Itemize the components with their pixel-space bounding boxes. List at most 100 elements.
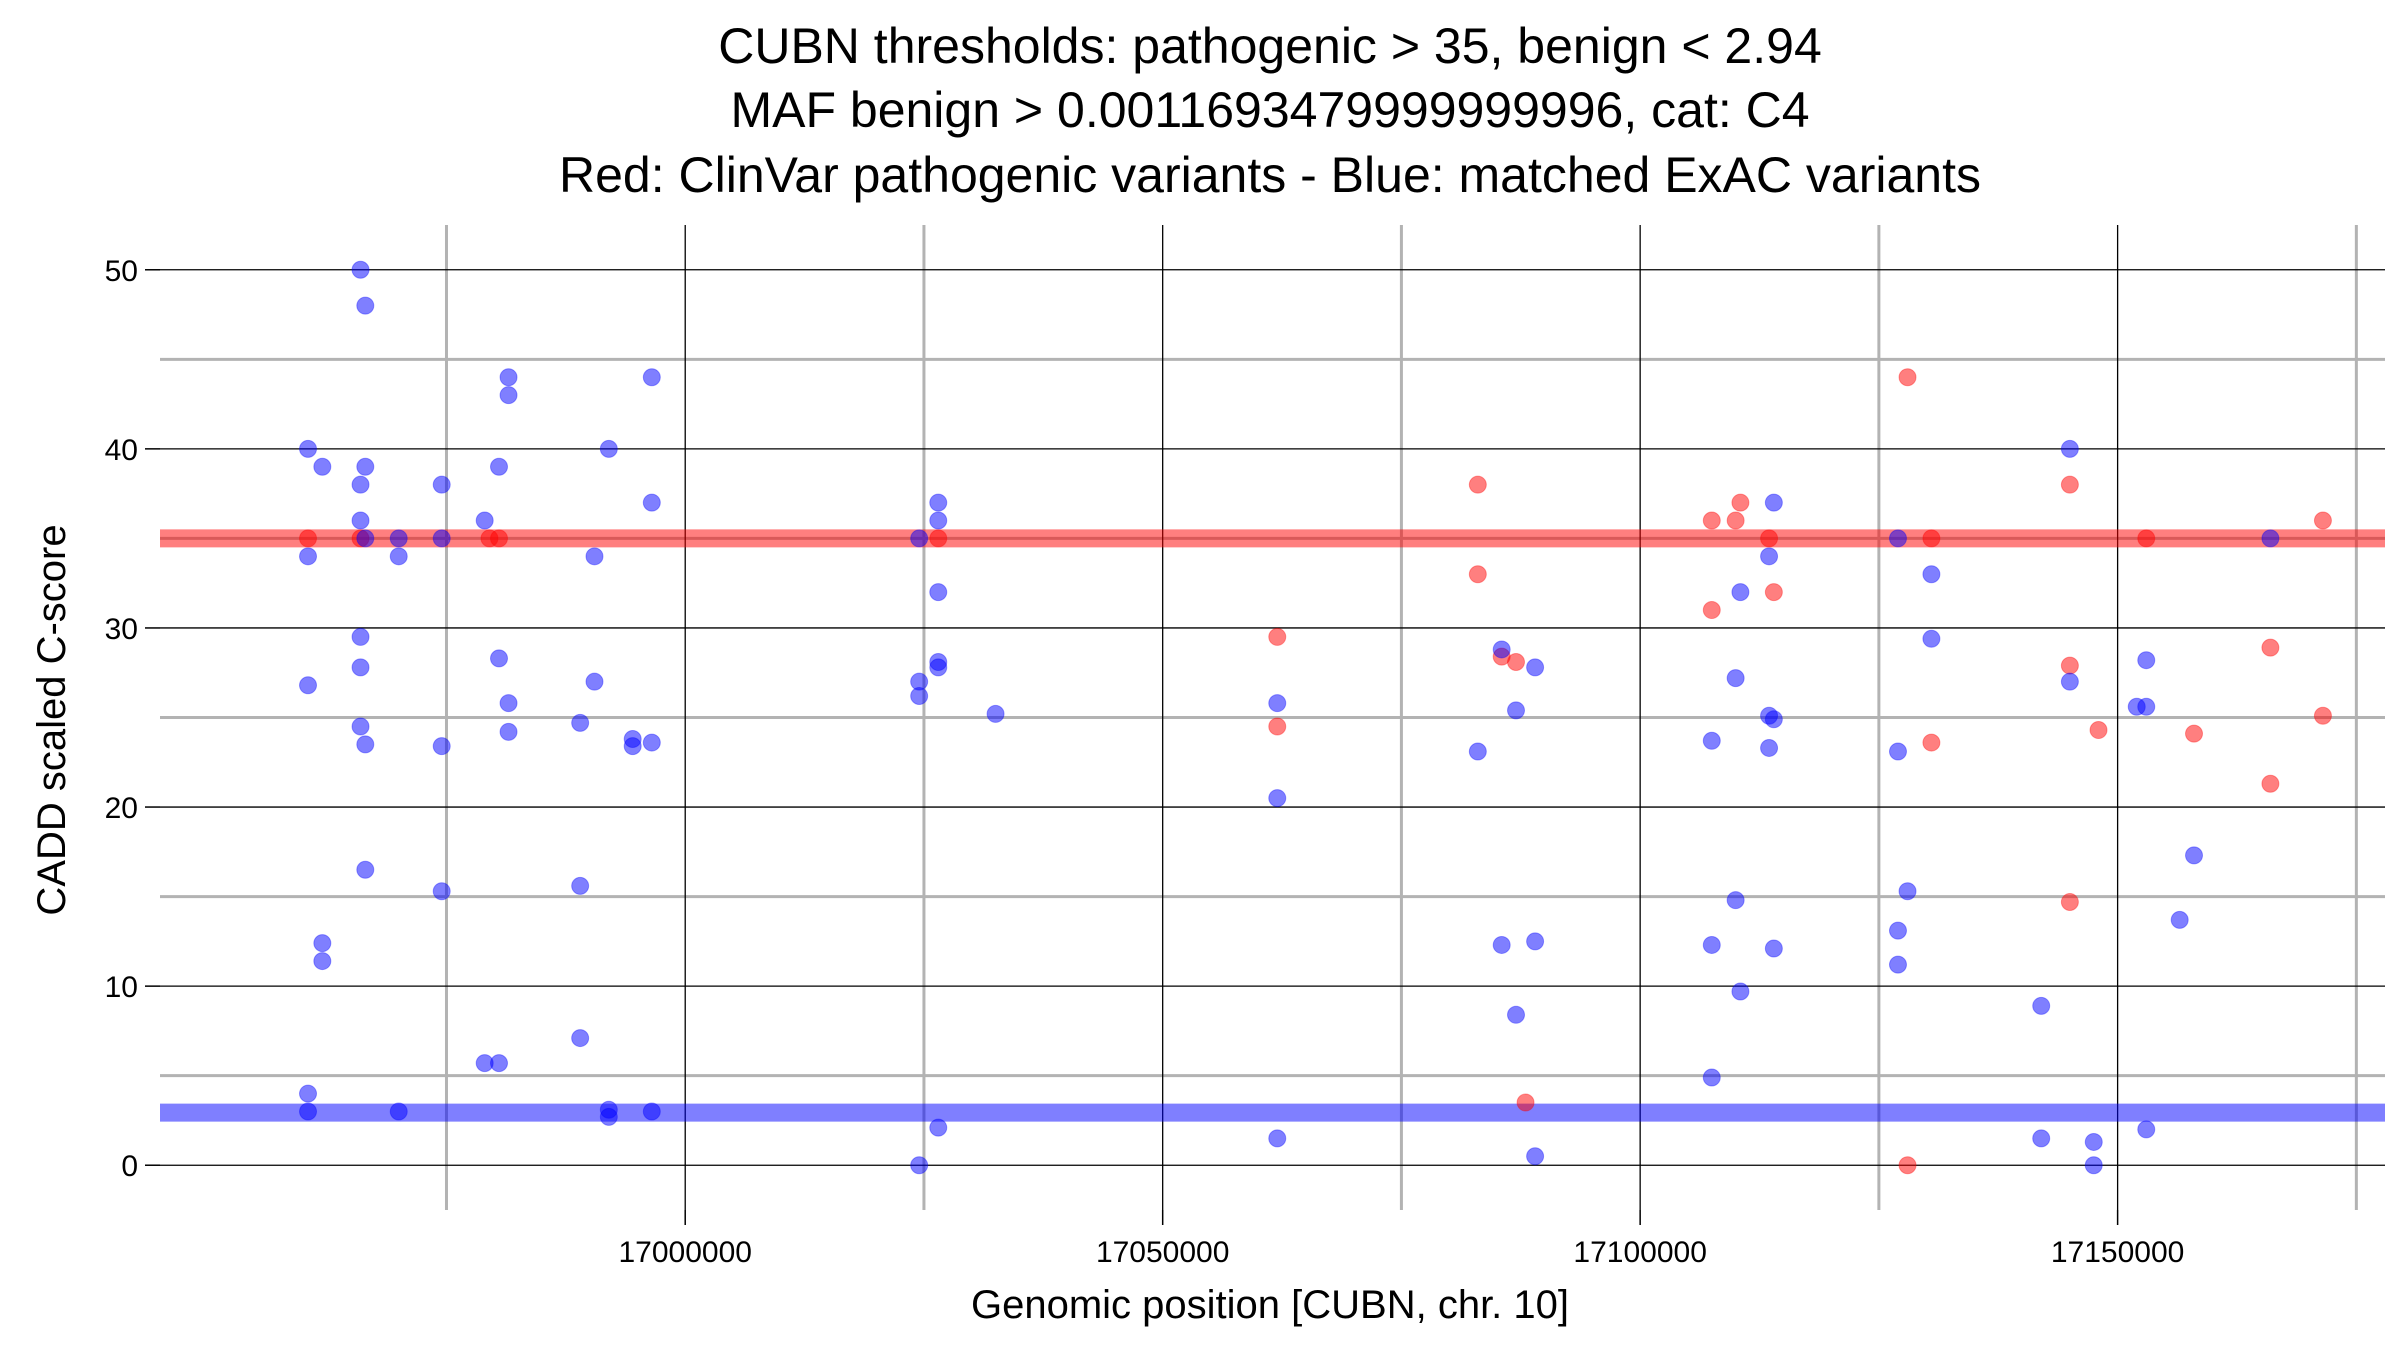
exac-matched-point <box>1731 583 1750 602</box>
exac-matched-point <box>585 547 604 566</box>
x-tick-label: 17050000 <box>1096 1236 1229 1269</box>
clinvar-pathogenic-point <box>2137 529 2156 548</box>
exac-matched-point <box>1492 640 1511 659</box>
exac-matched-point <box>299 439 318 458</box>
exac-matched-point <box>929 493 948 512</box>
exac-matched-point <box>910 1156 929 1175</box>
clinvar-pathogenic-point <box>1922 529 1941 548</box>
exac-matched-point <box>1922 565 1941 584</box>
exac-matched-point <box>2032 1129 2051 1148</box>
exac-matched-point <box>351 627 370 646</box>
exac-matched-point <box>2185 846 2204 865</box>
exac-matched-point <box>351 511 370 530</box>
data-points <box>299 260 2332 1175</box>
exac-matched-point <box>1268 694 1287 713</box>
exac-matched-point <box>1764 710 1783 729</box>
exac-matched-point <box>1526 658 1545 677</box>
exac-matched-point <box>599 439 618 458</box>
exac-matched-point <box>2170 910 2189 929</box>
exac-matched-point <box>1526 1147 1545 1166</box>
y-tick-label: 0 <box>121 1150 138 1183</box>
exac-matched-point <box>490 1054 509 1073</box>
clinvar-pathogenic-point <box>2261 774 2280 793</box>
exac-matched-point <box>1492 935 1511 954</box>
x-axis-title: Genomic position [CUBN, chr. 10] <box>971 1283 1569 1327</box>
chart-title-line-1: CUBN thresholds: pathogenic > 35, benign… <box>718 18 1822 74</box>
exac-matched-point <box>1507 701 1526 720</box>
exac-matched-point <box>571 876 590 895</box>
y-tick-label: 20 <box>105 792 138 825</box>
exac-matched-point <box>1726 669 1745 688</box>
exac-matched-point <box>929 583 948 602</box>
clinvar-pathogenic-point <box>1516 1093 1535 1112</box>
exac-matched-point <box>490 649 509 668</box>
exac-matched-point <box>499 386 518 405</box>
clinvar-pathogenic-point <box>2261 638 2280 657</box>
exac-matched-point <box>432 475 451 494</box>
exac-matched-point <box>499 694 518 713</box>
chart-title-line-3: Red: ClinVar pathogenic variants - Blue:… <box>559 147 1981 203</box>
exac-matched-point <box>1731 982 1750 1001</box>
exac-matched-point <box>351 260 370 279</box>
exac-matched-point <box>642 1102 661 1121</box>
clinvar-pathogenic-point <box>1702 601 1721 620</box>
exac-matched-point <box>299 1084 318 1103</box>
chart-title-line-2: MAF benign > 0.0011693479999999996, cat:… <box>730 82 1809 138</box>
exac-matched-point <box>1760 738 1779 757</box>
clinvar-pathogenic-point <box>1898 1156 1917 1175</box>
clinvar-pathogenic-point <box>1468 565 1487 584</box>
exac-matched-point <box>1702 731 1721 750</box>
exac-matched-point <box>499 722 518 741</box>
exac-matched-point <box>499 368 518 387</box>
exac-matched-point <box>929 658 948 677</box>
exac-matched-point <box>389 547 408 566</box>
exac-matched-point <box>356 296 375 315</box>
clinvar-pathogenic-point <box>1726 511 1745 530</box>
exac-matched-point <box>986 704 1005 723</box>
exac-matched-point <box>2060 439 2079 458</box>
clinvar-pathogenic-point <box>299 529 318 548</box>
exac-matched-point <box>1526 932 1545 951</box>
exac-matched-point <box>2261 529 2280 548</box>
exac-matched-point <box>1888 955 1907 974</box>
exac-matched-point <box>313 457 332 476</box>
y-tick-label: 40 <box>105 434 138 467</box>
clinvar-pathogenic-point <box>2313 511 2332 530</box>
y-tick-label: 10 <box>105 971 138 1004</box>
threshold-lines <box>160 529 2385 1122</box>
exac-matched-point <box>1702 935 1721 954</box>
exac-matched-point <box>351 658 370 677</box>
clinvar-pathogenic-point <box>490 529 509 548</box>
exac-matched-point <box>1764 493 1783 512</box>
exac-matched-point <box>623 737 642 756</box>
exac-matched-point <box>356 860 375 879</box>
exac-matched-point <box>351 717 370 736</box>
exac-matched-point <box>929 511 948 530</box>
exac-matched-point <box>642 368 661 387</box>
exac-matched-point <box>1922 629 1941 648</box>
exac-matched-point <box>585 672 604 691</box>
exac-matched-point <box>1888 529 1907 548</box>
y-tick-label: 30 <box>105 613 138 646</box>
exac-matched-point <box>389 1102 408 1121</box>
y-tick-label: 50 <box>105 255 138 288</box>
clinvar-pathogenic-point <box>2060 656 2079 675</box>
clinvar-pathogenic-point <box>929 529 948 548</box>
exac-matched-point <box>299 676 318 695</box>
exac-matched-point <box>1888 921 1907 940</box>
clinvar-pathogenic-point <box>1468 475 1487 494</box>
exac-matched-point <box>1268 1129 1287 1148</box>
exac-matched-point <box>432 529 451 548</box>
exac-matched-point <box>2032 996 2051 1015</box>
clinvar-pathogenic-point <box>1507 652 1526 671</box>
clinvar-pathogenic-point <box>1760 529 1779 548</box>
exac-matched-point <box>2137 651 2156 670</box>
clinvar-pathogenic-point <box>1268 627 1287 646</box>
exac-matched-point <box>1726 891 1745 910</box>
exac-matched-point <box>475 511 494 530</box>
exac-matched-point <box>389 529 408 548</box>
gridlines <box>160 225 2385 1210</box>
chart-title: CUBN thresholds: pathogenic > 35, benign… <box>559 18 1981 203</box>
exac-matched-point <box>2137 697 2156 716</box>
exac-matched-point <box>1760 547 1779 566</box>
